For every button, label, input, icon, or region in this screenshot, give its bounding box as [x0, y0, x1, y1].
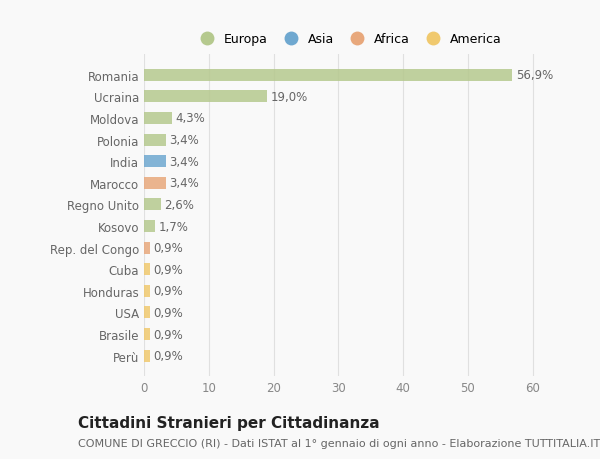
Bar — [144, 350, 150, 362]
Text: 0,9%: 0,9% — [153, 328, 183, 341]
Text: 4,3%: 4,3% — [175, 112, 205, 125]
Text: 3,4%: 3,4% — [169, 155, 199, 168]
Text: 0,9%: 0,9% — [153, 263, 183, 276]
Text: 2,6%: 2,6% — [164, 198, 194, 212]
Bar — [144, 328, 150, 340]
Bar — [144, 156, 166, 168]
Text: 0,9%: 0,9% — [153, 285, 183, 298]
Bar — [144, 70, 512, 82]
Bar — [144, 221, 155, 232]
Text: 19,0%: 19,0% — [270, 91, 308, 104]
Bar — [144, 91, 267, 103]
Bar — [144, 307, 150, 319]
Text: 3,4%: 3,4% — [169, 134, 199, 147]
Text: 0,9%: 0,9% — [153, 241, 183, 255]
Text: COMUNE DI GRECCIO (RI) - Dati ISTAT al 1° gennaio di ogni anno - Elaborazione TU: COMUNE DI GRECCIO (RI) - Dati ISTAT al 1… — [78, 438, 600, 448]
Bar — [144, 263, 150, 275]
Text: 3,4%: 3,4% — [169, 177, 199, 190]
Text: 0,9%: 0,9% — [153, 349, 183, 362]
Legend: Europa, Asia, Africa, America: Europa, Asia, Africa, America — [190, 29, 506, 50]
Bar — [144, 134, 166, 146]
Bar — [144, 199, 161, 211]
Bar — [144, 113, 172, 125]
Text: 1,7%: 1,7% — [158, 220, 188, 233]
Bar — [144, 285, 150, 297]
Bar — [144, 178, 166, 189]
Text: 56,9%: 56,9% — [516, 69, 553, 82]
Text: Cittadini Stranieri per Cittadinanza: Cittadini Stranieri per Cittadinanza — [78, 415, 380, 431]
Bar — [144, 242, 150, 254]
Text: 0,9%: 0,9% — [153, 306, 183, 319]
